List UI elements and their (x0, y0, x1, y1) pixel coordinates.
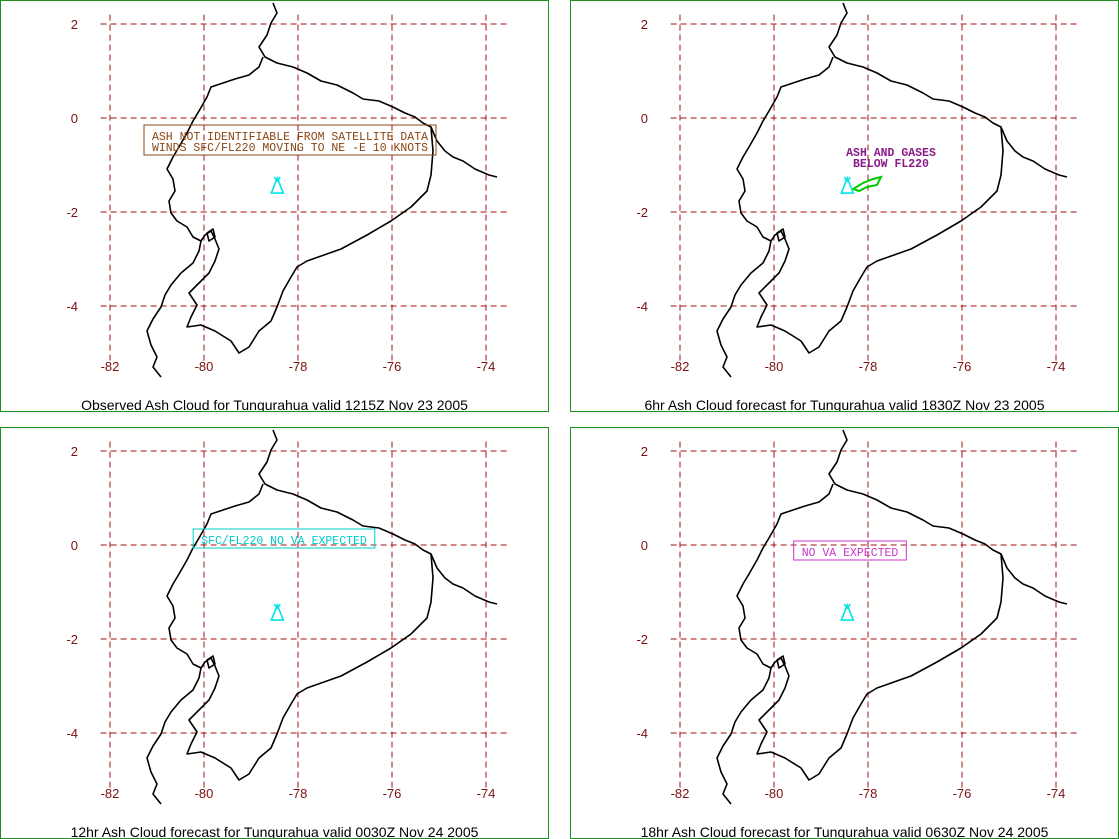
annotation-line: NO VA EXPECTED (802, 547, 899, 560)
island-outline (776, 655, 786, 669)
annotation-line: ASH NOT IDENTIFIABLE FROM SATELLITE DATA (152, 131, 428, 144)
y-tick-label: 2 (71, 444, 78, 459)
annotation-line: WINDS SFC/FL220 MOVING TO NE -E 10 KNOTS (152, 142, 428, 155)
x-tick-label: -78 (859, 786, 878, 801)
x-tick-label: -82 (671, 359, 690, 374)
coastline-border (146, 429, 498, 805)
ash-area-outline (850, 175, 883, 193)
x-tick-label: -74 (1047, 359, 1066, 374)
coastline-border (716, 2, 1068, 378)
annotation-box (143, 124, 437, 156)
map-canvas: -82 -80 -78 -76 -74 2 0 -2 -4 ASH NOT IDENTIFIABL… (66, 2, 510, 378)
y-tick-label: 2 (641, 17, 648, 32)
map-canvas: -82 -80 -78 -76 -74 2 0 -2 -4 SFC/FL220 NO VA EXP… (66, 429, 510, 805)
y-tick-label: 0 (641, 111, 648, 126)
map-panel-18hr-forecast: -82 -80 -78 -76 -74 2 0 -2 -4 NO VA EXPECTED 18hr… (570, 427, 1119, 839)
volcano-triangle-icon (270, 602, 285, 621)
panel-caption: 6hr Ash Cloud forecast for Tungurahua va… (644, 397, 1045, 412)
x-tick-label: -74 (1047, 786, 1066, 801)
ash-annotation: ASH NOT IDENTIFIABLE FROM SATELLITE DATA… (143, 124, 437, 156)
x-tick-label: -80 (765, 786, 784, 801)
x-tick-label: -80 (195, 359, 214, 374)
island-outline (206, 228, 216, 242)
map-canvas: -82 -80 -78 -76 -74 2 0 -2 -4 ASH AND GASESBELOW … (636, 2, 1080, 378)
x-tick-label: -82 (101, 786, 120, 801)
panel-caption: 18hr Ash Cloud forecast for Tungurahua v… (640, 824, 1049, 839)
y-tick-label: 0 (71, 111, 78, 126)
island-outline (776, 228, 786, 242)
annotation-line: BELOW FL220 (853, 158, 929, 171)
y-tick-label: 0 (71, 538, 78, 553)
coastline-border (146, 2, 498, 378)
y-tick-label: -4 (636, 726, 648, 741)
map-panel-observed: -82 -80 -78 -76 -74 2 0 -2 -4 ASH NOT IDENTIFIABL… (0, 0, 549, 412)
ash-annotation: NO VA EXPECTED (793, 540, 907, 561)
volcano-triangle-icon (270, 175, 285, 194)
annotation-line: SFC/FL220 NO VA EXPECTED (201, 535, 367, 548)
y-tick-label: 2 (71, 17, 78, 32)
volcano-triangle-icon (840, 602, 855, 621)
y-tick-label: 2 (641, 444, 648, 459)
y-tick-label: -2 (66, 632, 78, 647)
x-tick-label: -76 (953, 786, 972, 801)
x-tick-label: -74 (477, 786, 496, 801)
x-tick-label: -80 (195, 786, 214, 801)
annotation-box (192, 528, 376, 549)
y-tick-label: -4 (66, 726, 78, 741)
y-tick-label: -2 (636, 632, 648, 647)
map-panel-6hr-forecast: -82 -80 -78 -76 -74 2 0 -2 -4 ASH AND GASES BELOW … (570, 0, 1119, 412)
x-tick-label: -76 (953, 359, 972, 374)
island-outline (206, 655, 216, 669)
panel-caption: 12hr Ash Cloud forecast for Tungurahua v… (70, 824, 479, 839)
annotation-box (793, 540, 907, 561)
y-tick-label: 0 (641, 538, 648, 553)
coastline-border (716, 429, 1068, 805)
x-tick-label: -78 (289, 786, 308, 801)
x-tick-label: -82 (671, 786, 690, 801)
map-panel-12hr-forecast: -82 -80 -78 -76 -74 2 0 -2 -4 SFC/FL220 NO VA EXP… (0, 427, 549, 839)
ash-annotation: SFC/FL220 NO VA EXPECTED (192, 528, 376, 549)
x-tick-label: -76 (383, 786, 402, 801)
x-tick-label: -80 (765, 359, 784, 374)
x-tick-label: -78 (289, 359, 308, 374)
x-tick-label: -74 (477, 359, 496, 374)
y-tick-label: -2 (66, 205, 78, 220)
map-canvas: -82 -80 -78 -76 -74 2 0 -2 -4 NO VA EXPECTED (636, 429, 1080, 805)
panel-caption: Observed Ash Cloud for Tungurahua valid … (81, 397, 468, 412)
y-tick-label: -2 (636, 205, 648, 220)
x-tick-label: -82 (101, 359, 120, 374)
y-tick-label: -4 (636, 299, 648, 314)
volcano-triangle-icon (840, 175, 855, 194)
x-tick-label: -76 (383, 359, 402, 374)
x-tick-label: -78 (859, 359, 878, 374)
y-tick-label: -4 (66, 299, 78, 314)
annotation-line: ASH AND GASES (846, 147, 936, 160)
